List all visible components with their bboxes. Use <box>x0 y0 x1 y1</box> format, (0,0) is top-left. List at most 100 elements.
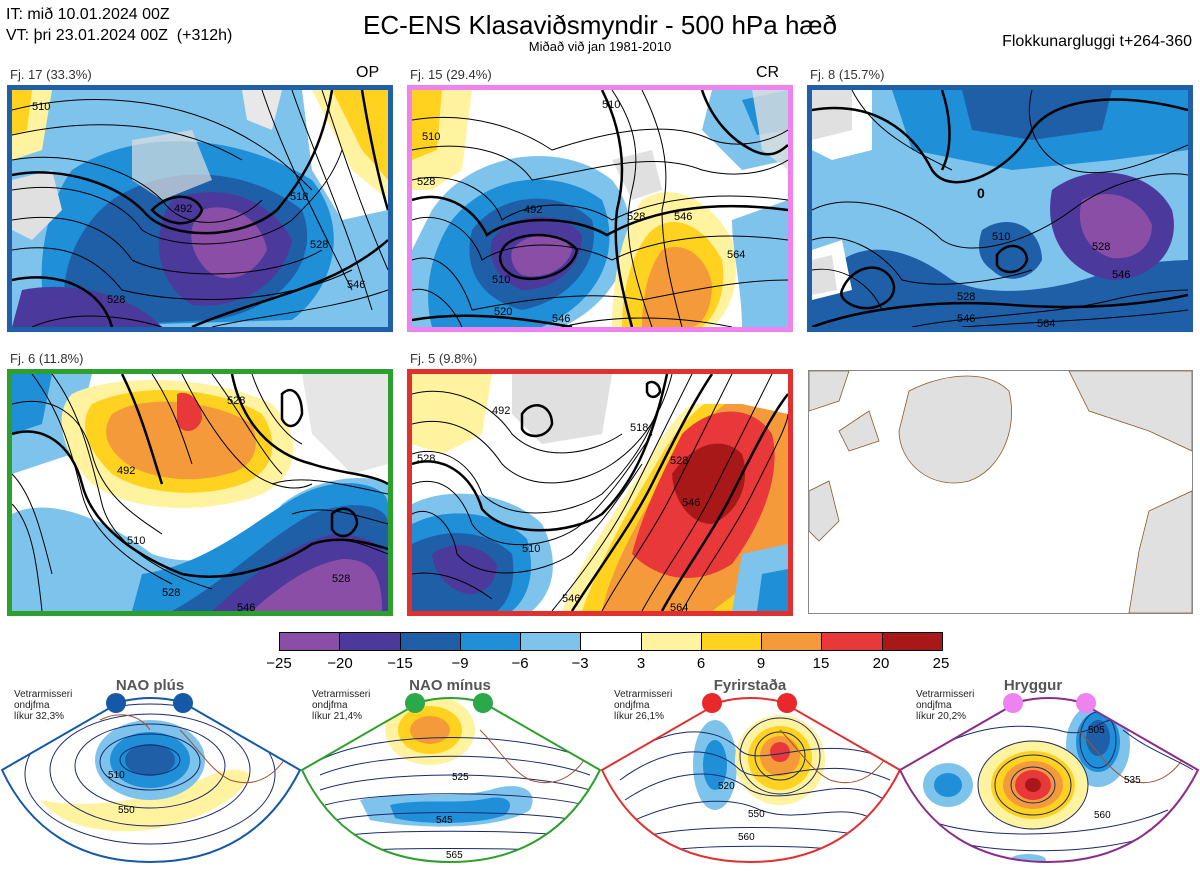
colorbar-bin <box>762 633 823 650</box>
contour-label: 564 <box>670 602 688 611</box>
regime-title: NAO plús <box>115 677 185 694</box>
regime-note: Vetrarmisseri ondjfma líkur 32,3% <box>14 689 73 722</box>
regime-map-nao-minus: 525 545 565 <box>300 697 602 864</box>
contour-label: 528 <box>332 573 350 585</box>
colorbar <box>279 632 943 651</box>
contour-label: 564 <box>727 249 745 261</box>
colorbar-bin <box>641 633 702 650</box>
page-subtitle: Miðað við jan 1981-2010 <box>528 39 672 54</box>
regime-dot <box>473 693 493 713</box>
contour-label: 510 <box>992 231 1010 243</box>
colorbar-tick: −25 <box>266 655 292 672</box>
contour-label: 0 <box>977 185 985 201</box>
colorbar-tick: −9 <box>451 655 469 672</box>
contour-label: 528 <box>670 455 688 467</box>
panel-1-label: Fj. 17 (33.3%) <box>10 67 92 82</box>
contour-label: 518 <box>630 422 648 434</box>
colorbar-tick: −3 <box>571 655 589 672</box>
regime-map-ridge: 505 535 560 <box>898 697 1200 864</box>
contour-label: 505 <box>1088 725 1105 736</box>
contour-label: 545 <box>436 815 453 826</box>
colorbar-tick: 25 <box>932 655 950 672</box>
contour-label: 520 <box>494 306 512 318</box>
contour-label: 560 <box>738 832 755 843</box>
contour-label: 546 <box>674 211 692 223</box>
regime-dot <box>777 693 797 713</box>
contour-label: 510 <box>108 770 125 781</box>
contour-label: 528 <box>107 294 125 306</box>
colorbar-bin <box>400 633 461 650</box>
regime-title: Fyrirstaða <box>713 677 787 694</box>
regime-map-blocking: 520 550 560 <box>600 697 902 864</box>
classification-window: Flokkunargluggi t+264-360 <box>1002 33 1192 50</box>
colorbar-bin <box>701 633 763 650</box>
contour-label: 546 <box>957 313 975 325</box>
contour-label: 518 <box>290 191 308 203</box>
initial-time: IT: mið 10.01.2024 00Z <box>6 6 170 23</box>
cluster-map-4: 492 510 528 528 528 546 <box>7 369 393 616</box>
colorbar-tick: 15 <box>812 655 830 672</box>
contour-label: 510 <box>492 274 510 286</box>
contour-label: 528 <box>417 176 435 188</box>
cluster-map-3: 528 510 528 546 546 564 0 <box>807 85 1193 332</box>
panel-5-label: Fj. 5 (9.8%) <box>410 351 478 366</box>
cluster-map-1: 510 492 518 528 528 546 <box>7 85 393 332</box>
colorbar-tick: 20 <box>872 655 890 672</box>
colorbar-bin <box>460 633 522 650</box>
regime-map-nao-plus: 510 550 <box>0 697 302 864</box>
contour-label: 528 <box>417 453 435 465</box>
colorbar-tick: −20 <box>327 655 353 672</box>
panel-4-label: Fj. 6 (11.8%) <box>10 351 84 366</box>
contour-label: 528 <box>627 211 645 223</box>
regime-note: Vetrarmisseri ondjfma líkur 20,2% <box>916 689 975 722</box>
panel-3-label: Fj. 8 (15.7%) <box>810 67 885 82</box>
colorbar-tick: −6 <box>511 655 529 672</box>
colorbar-tick: −15 <box>387 655 413 672</box>
contour-label: 520 <box>718 781 735 792</box>
cluster-map-2: 510 510 528 492 510 546 564 520 528 546 <box>407 85 793 332</box>
regime-title: Hryggur <box>1003 677 1063 694</box>
contour-label: 535 <box>1124 775 1141 786</box>
contour-label: 510 <box>522 543 540 555</box>
panel-2-tag: CR <box>756 64 780 81</box>
contour-label: 492 <box>174 203 192 215</box>
contour-label: 510 <box>127 535 145 547</box>
contour-label: 546 <box>552 313 570 325</box>
colorbar-bin <box>280 633 341 650</box>
contour-label: 528 <box>162 587 180 599</box>
regime-dot <box>106 693 126 713</box>
page-title: EC-ENS Klasaviðsmyndir - 500 hPa hæð <box>363 10 837 40</box>
colorbar-bin <box>581 633 642 650</box>
colorbar-tick: 6 <box>696 655 706 672</box>
contour-label: 528 <box>310 239 328 251</box>
contour-label: 492 <box>524 204 542 216</box>
regime-title: NAO mínus <box>409 677 491 694</box>
contour-label: 510 <box>422 131 440 143</box>
colorbar-bin <box>340 633 401 650</box>
colorbar-tick: 9 <box>756 655 766 672</box>
base-map <box>808 370 1193 614</box>
panel-1-tag: OP <box>356 64 380 81</box>
colorbar-bin <box>882 633 942 650</box>
colorbar-bin <box>521 633 582 650</box>
contour-label: 546 <box>1112 269 1130 281</box>
regime-dot <box>1076 693 1096 713</box>
regime-dot <box>405 693 425 713</box>
contour-label: 528 <box>1092 241 1110 253</box>
regime-note: Vetrarmisseri ondjfma líkur 21,4% <box>312 689 371 722</box>
contour-label: 550 <box>118 805 135 816</box>
header-times: IT: mið 10.01.2024 00Z VT: þri 23.01.202… <box>6 4 232 46</box>
contour-label: 546 <box>562 593 580 605</box>
contour-label: 564 <box>1037 318 1055 327</box>
contour-label: 546 <box>347 279 365 291</box>
regime-note: Vetrarmisseri ondjfma líkur 26,1% <box>614 689 673 722</box>
contour-label: 510 <box>32 101 50 113</box>
contour-label: 565 <box>446 850 463 861</box>
colorbar-tick: 3 <box>636 655 646 672</box>
regime-dot <box>173 693 193 713</box>
cluster-map-5: 492 528 518 528 546 546 564 510 <box>407 369 793 616</box>
contour-label: 492 <box>117 465 135 477</box>
contour-label: 550 <box>748 809 765 820</box>
contour-label: 492 <box>492 405 510 417</box>
regime-dot <box>1003 693 1023 713</box>
